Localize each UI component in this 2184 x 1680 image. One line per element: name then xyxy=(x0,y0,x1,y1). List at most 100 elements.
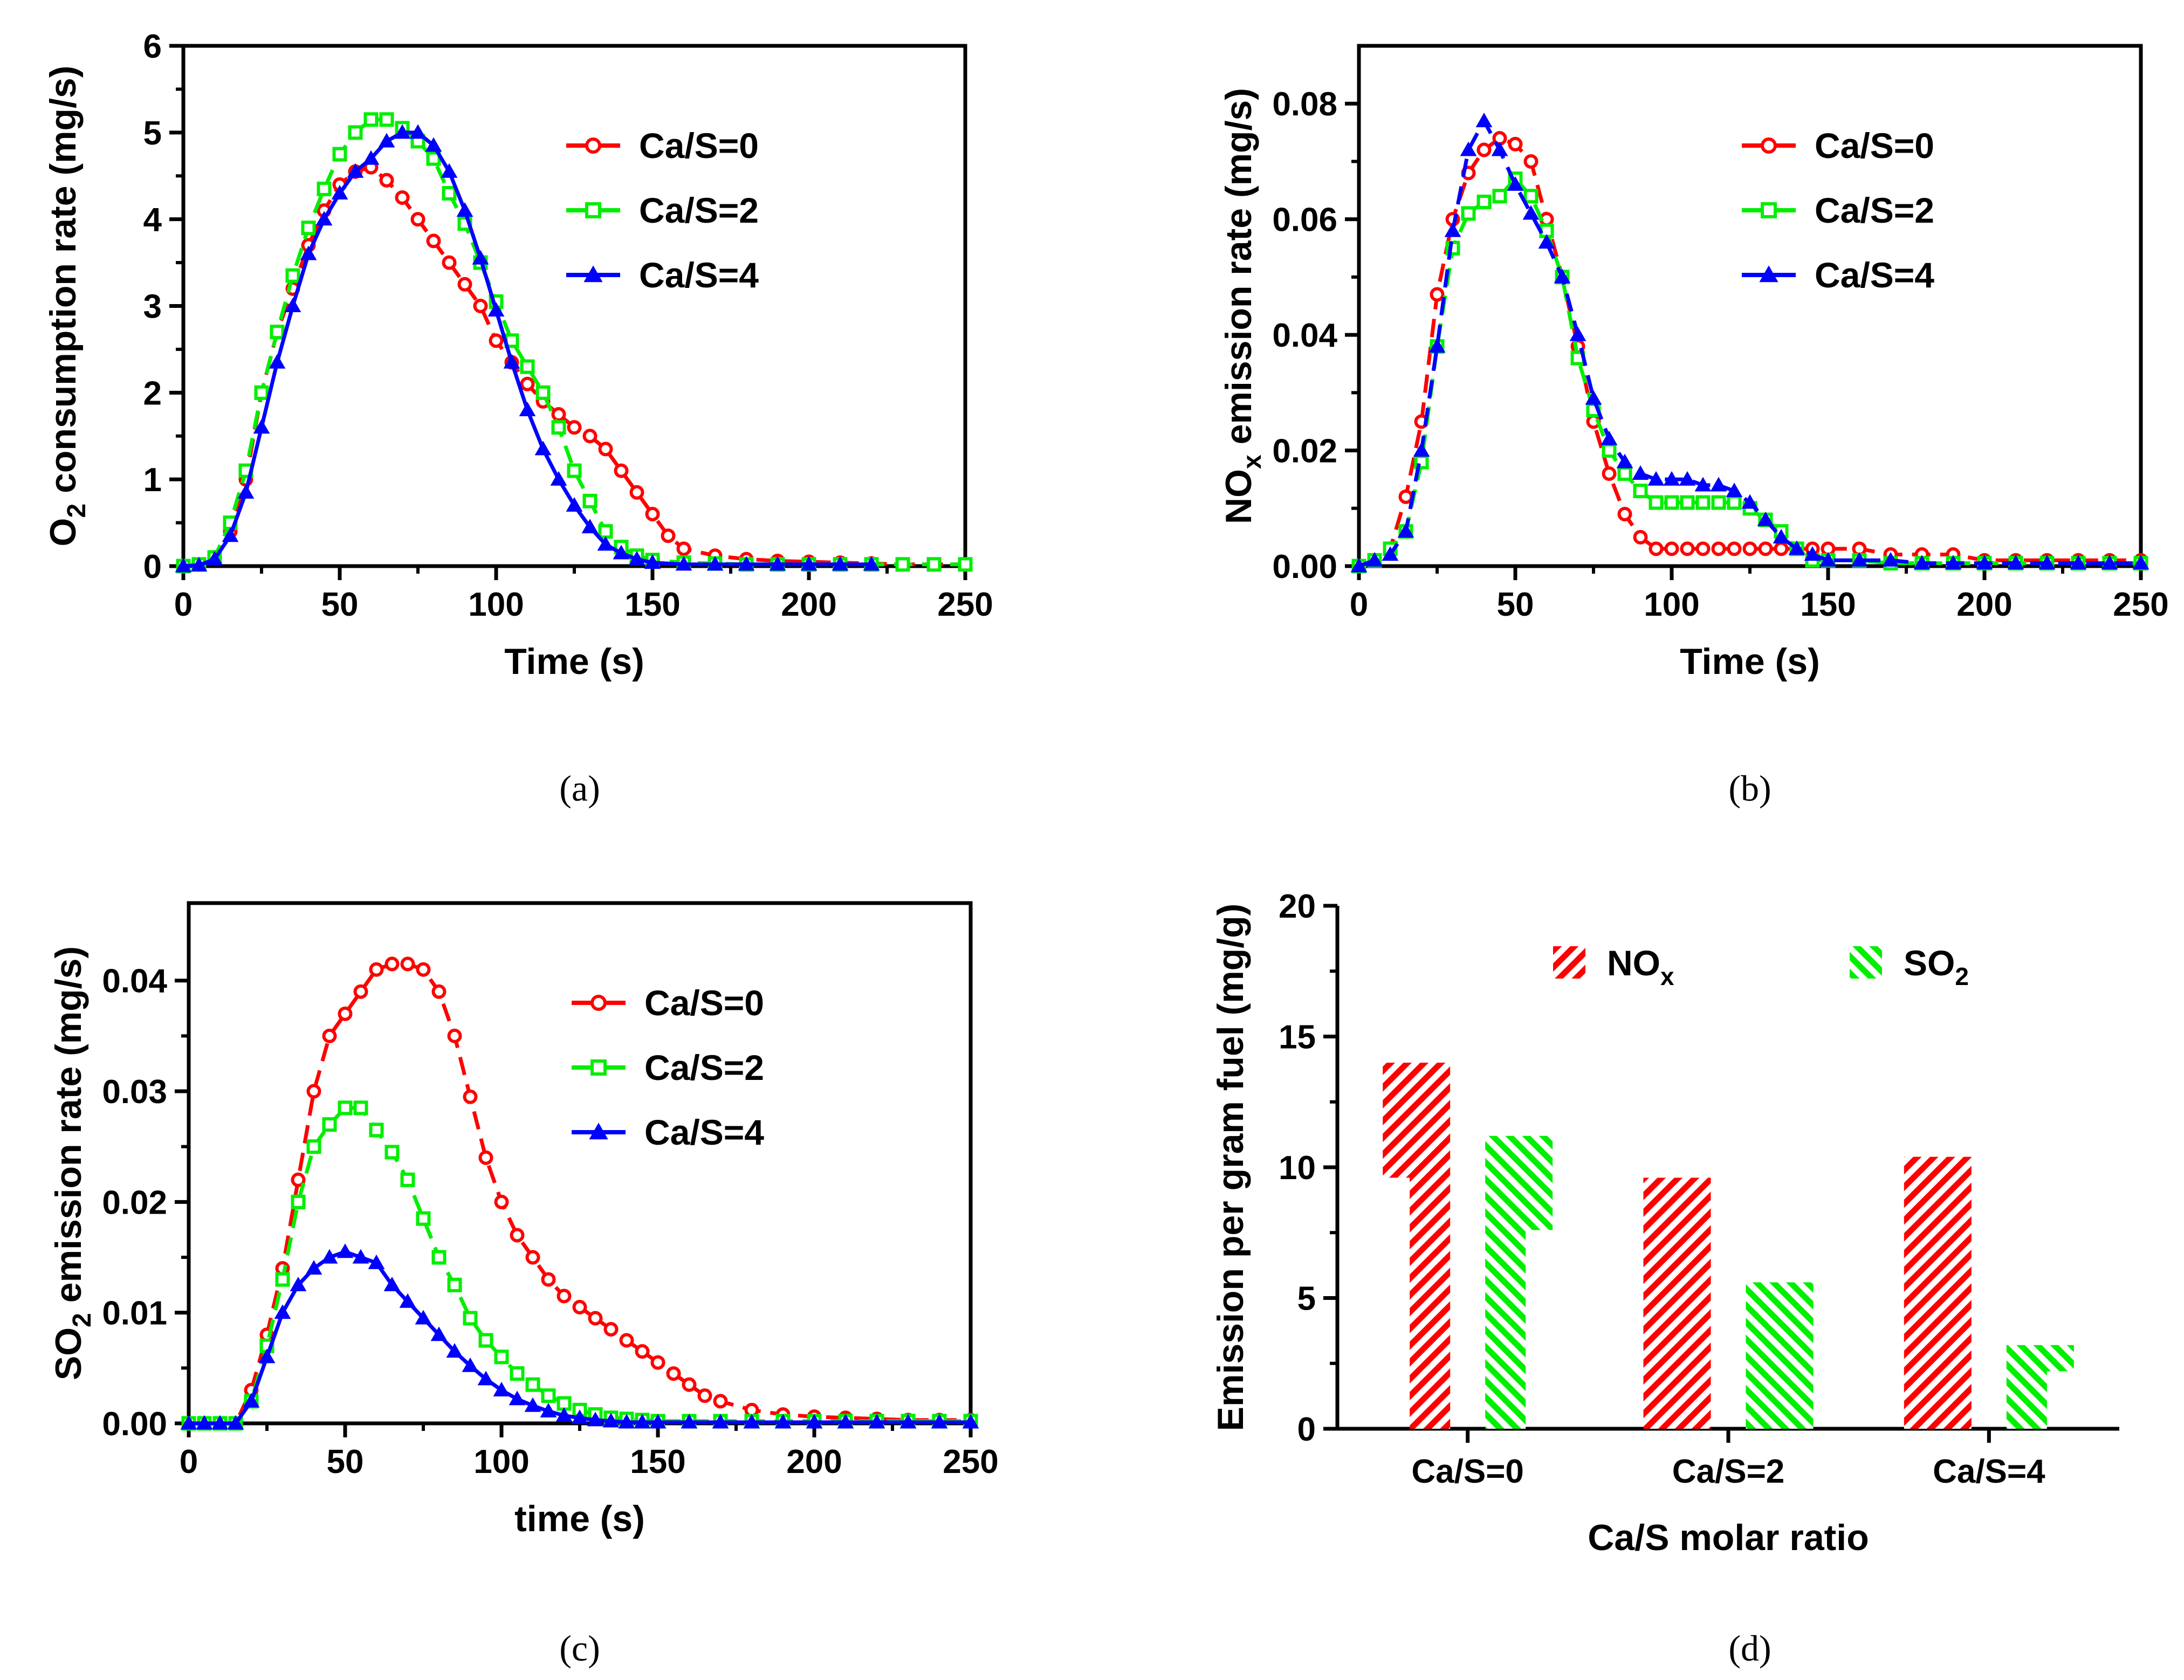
legend-marker xyxy=(583,265,603,283)
data-point xyxy=(1694,477,1712,492)
data-point xyxy=(1726,483,1743,498)
x-tick-label: 200 xyxy=(781,586,836,623)
data-point xyxy=(473,299,488,313)
data-point xyxy=(598,442,613,457)
data-point xyxy=(931,1414,948,1429)
data-point xyxy=(394,124,411,139)
data-point xyxy=(1680,495,1695,510)
data-point xyxy=(1585,390,1602,405)
data-point xyxy=(541,1272,556,1287)
y-tick-label: 0.01 xyxy=(102,1295,167,1332)
data-point xyxy=(644,554,661,569)
legend-marker xyxy=(590,995,607,1011)
panel-label: (a) xyxy=(559,768,600,809)
data-point xyxy=(442,185,457,201)
data-point xyxy=(441,163,458,178)
data-series xyxy=(1350,112,2149,573)
data-point xyxy=(290,1276,307,1291)
data-point xyxy=(1366,552,1383,567)
data-point xyxy=(582,429,597,444)
data-point xyxy=(682,1377,697,1392)
data-point xyxy=(489,333,504,348)
data-point xyxy=(410,212,425,227)
data-point xyxy=(1633,484,1648,499)
data-point xyxy=(331,185,348,199)
data-point xyxy=(1522,205,1540,220)
data-point xyxy=(1663,471,1680,486)
y-tick-label: 5 xyxy=(1297,1280,1316,1318)
data-point xyxy=(567,420,582,435)
data-point xyxy=(738,556,755,571)
data-point xyxy=(774,1414,792,1429)
legend-label: Ca/S=2 xyxy=(644,1048,764,1087)
data-point xyxy=(525,1250,540,1265)
data-point xyxy=(378,133,395,148)
data-point xyxy=(446,1343,463,1358)
data-point xyxy=(1460,141,1477,156)
data-point xyxy=(1633,529,1648,545)
x-tick-label: 250 xyxy=(2113,586,2168,623)
data-point xyxy=(1711,541,1726,556)
data-point xyxy=(1710,477,1727,492)
data-point xyxy=(832,556,849,571)
data-point xyxy=(285,268,300,283)
data-point xyxy=(613,545,630,560)
data-point xyxy=(582,493,597,508)
data-point xyxy=(540,1403,557,1417)
data-point xyxy=(555,1407,573,1422)
data-point xyxy=(493,1382,510,1396)
data-point xyxy=(1397,523,1414,538)
data-point xyxy=(800,556,818,571)
data-point xyxy=(400,1172,415,1187)
data-point xyxy=(494,1349,509,1365)
data-point xyxy=(258,1348,276,1364)
series-line xyxy=(189,1250,971,1426)
y-tick-label: 0.02 xyxy=(1272,433,1337,470)
data-point xyxy=(416,1211,431,1226)
data-point xyxy=(619,1333,634,1348)
data-point xyxy=(650,1355,665,1370)
y-tick-label: 3 xyxy=(143,288,162,326)
data-point xyxy=(510,1228,525,1243)
data-point xyxy=(1680,541,1695,556)
y-tick-label: 4 xyxy=(143,202,162,239)
chart-panel: (d) 0 5 10 15 20 Ca/S=0 Ca/S=2 Ca/S=4 Ca/S molar … xyxy=(1210,888,2119,1669)
data-point xyxy=(494,1194,509,1209)
bar xyxy=(1485,1135,1553,1230)
panel-label: (c) xyxy=(559,1628,600,1669)
y-tick-label: 6 xyxy=(143,28,162,65)
y-tick-label: 2 xyxy=(143,375,162,412)
data-point xyxy=(353,984,368,999)
data-point xyxy=(634,1414,651,1429)
data-point xyxy=(383,1276,401,1291)
data-point xyxy=(1788,540,1805,555)
x-tick-label: 100 xyxy=(468,586,524,623)
data-point xyxy=(211,1415,229,1430)
y-tick-label: 0.03 xyxy=(102,1073,167,1111)
legend-label: Ca/S=4 xyxy=(1815,255,1934,295)
data-point xyxy=(315,211,333,226)
data-point xyxy=(305,1260,322,1275)
data-point xyxy=(1492,189,1507,204)
data-point xyxy=(1491,141,1508,156)
data-point xyxy=(291,1172,306,1187)
data-point xyxy=(572,1299,587,1314)
data-point xyxy=(369,962,384,977)
data-point xyxy=(395,190,410,205)
data-point xyxy=(769,556,786,571)
data-point xyxy=(1649,541,1664,556)
legend-marker xyxy=(1759,265,1778,283)
y-axis-title: NOx emission rate (mg/s) xyxy=(1218,88,1267,524)
data-point xyxy=(447,1277,462,1292)
data-point xyxy=(1913,555,1931,570)
legend-label: Ca/S=2 xyxy=(639,190,759,230)
data-point xyxy=(1617,507,1632,521)
data-point xyxy=(1695,541,1711,556)
data-point xyxy=(1649,495,1664,510)
data-point xyxy=(456,202,473,217)
data-point xyxy=(190,556,208,572)
data-point xyxy=(697,1388,712,1403)
data-point xyxy=(1601,430,1618,445)
data-point xyxy=(743,1414,760,1429)
data-point xyxy=(551,420,566,435)
